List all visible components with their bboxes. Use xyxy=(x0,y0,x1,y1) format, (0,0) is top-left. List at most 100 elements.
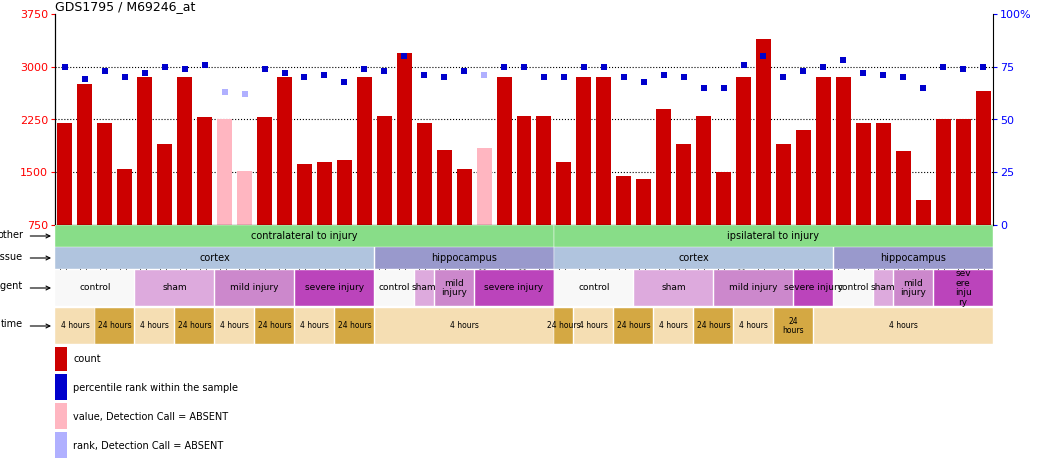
Bar xyxy=(956,120,971,225)
Text: control: control xyxy=(379,284,410,292)
Bar xyxy=(177,77,192,225)
Text: time: time xyxy=(1,319,23,329)
Bar xyxy=(756,39,771,225)
Bar xyxy=(634,270,713,306)
Text: 24 hours: 24 hours xyxy=(617,321,651,331)
Bar xyxy=(295,270,374,306)
Bar xyxy=(796,130,811,225)
Text: count: count xyxy=(73,354,101,364)
Text: 24 hours: 24 hours xyxy=(257,321,292,331)
Bar xyxy=(776,144,791,225)
Bar xyxy=(574,308,613,344)
Text: 4 hours: 4 hours xyxy=(140,321,169,331)
Bar xyxy=(834,247,992,269)
Bar xyxy=(774,308,813,344)
Bar xyxy=(576,77,592,225)
Bar xyxy=(656,109,672,225)
Text: 24 hours: 24 hours xyxy=(547,321,580,331)
Bar xyxy=(496,77,512,225)
Bar xyxy=(935,120,951,225)
Bar xyxy=(834,270,873,306)
Bar xyxy=(654,308,693,344)
Text: percentile rank within the sample: percentile rank within the sample xyxy=(73,383,238,393)
Text: 24 hours: 24 hours xyxy=(98,321,132,331)
Bar xyxy=(55,247,374,269)
Text: contralateral to injury: contralateral to injury xyxy=(251,231,358,241)
Bar xyxy=(375,308,553,344)
Text: cortex: cortex xyxy=(678,253,709,263)
Bar xyxy=(556,162,571,225)
Bar xyxy=(876,123,891,225)
Bar xyxy=(215,270,294,306)
Text: rank, Detection Call = ABSENT: rank, Detection Call = ABSENT xyxy=(73,441,223,451)
Text: value, Detection Call = ABSENT: value, Detection Call = ABSENT xyxy=(73,412,228,422)
Bar xyxy=(55,345,67,371)
Text: 4 hours: 4 hours xyxy=(300,321,329,331)
Bar xyxy=(716,172,731,225)
Text: 24 hours: 24 hours xyxy=(177,321,212,331)
Text: sham: sham xyxy=(661,284,686,292)
Bar xyxy=(357,77,372,225)
Text: 4 hours: 4 hours xyxy=(579,321,608,331)
Bar xyxy=(814,308,992,344)
Bar xyxy=(55,270,135,306)
Bar xyxy=(317,162,332,225)
Bar xyxy=(297,164,312,225)
Text: sham: sham xyxy=(412,284,437,292)
Bar xyxy=(554,270,633,306)
Text: 4 hours: 4 hours xyxy=(889,321,918,331)
Bar xyxy=(175,308,214,344)
Text: sham: sham xyxy=(871,284,896,292)
Text: mild injury: mild injury xyxy=(230,284,279,292)
Bar xyxy=(215,308,254,344)
Bar xyxy=(896,151,910,225)
Bar xyxy=(894,270,933,306)
Text: 4 hours: 4 hours xyxy=(449,321,479,331)
Bar xyxy=(976,91,990,225)
Bar xyxy=(855,123,871,225)
Bar xyxy=(217,120,233,225)
Text: severe injury: severe injury xyxy=(305,284,364,292)
Bar xyxy=(335,308,374,344)
Bar xyxy=(617,176,631,225)
Text: agent: agent xyxy=(0,281,23,291)
Bar xyxy=(55,374,67,400)
Text: 24 hours: 24 hours xyxy=(696,321,731,331)
Bar xyxy=(537,116,551,225)
Bar xyxy=(277,77,292,225)
Bar xyxy=(554,226,992,246)
Text: sham: sham xyxy=(162,284,187,292)
Text: 4 hours: 4 hours xyxy=(60,321,89,331)
Text: control: control xyxy=(838,284,869,292)
Bar xyxy=(397,53,412,225)
Bar xyxy=(836,77,851,225)
Text: sev
ere
inju
ry: sev ere inju ry xyxy=(955,269,972,307)
Bar xyxy=(158,144,172,225)
Bar xyxy=(933,270,992,306)
Bar xyxy=(517,116,531,225)
Bar xyxy=(237,171,252,225)
Bar xyxy=(295,308,334,344)
Bar xyxy=(375,270,414,306)
Bar xyxy=(55,403,67,429)
Bar xyxy=(435,270,473,306)
Bar xyxy=(55,226,553,246)
Text: hippocampus: hippocampus xyxy=(431,253,497,263)
Bar xyxy=(117,169,132,225)
Text: mild injury: mild injury xyxy=(730,284,777,292)
Text: 24
hours: 24 hours xyxy=(783,317,804,335)
Bar xyxy=(437,150,452,225)
Bar xyxy=(676,144,691,225)
Bar xyxy=(714,270,793,306)
Bar xyxy=(614,308,653,344)
Bar xyxy=(554,247,832,269)
Bar xyxy=(377,116,391,225)
Bar xyxy=(414,270,434,306)
Bar xyxy=(135,270,214,306)
Text: cortex: cortex xyxy=(199,253,230,263)
Bar xyxy=(375,247,553,269)
Text: 4 hours: 4 hours xyxy=(659,321,688,331)
Bar xyxy=(694,308,733,344)
Text: 24 hours: 24 hours xyxy=(337,321,372,331)
Bar xyxy=(476,147,492,225)
